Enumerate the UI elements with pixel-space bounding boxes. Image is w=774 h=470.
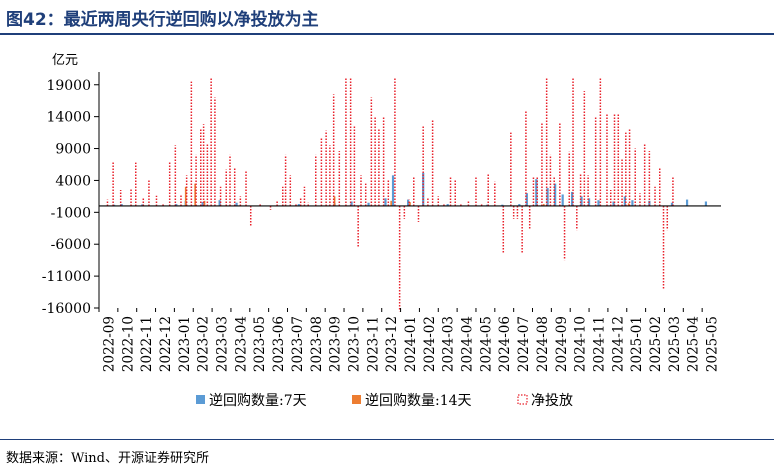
- reverse-repo-7d-bar: [570, 191, 574, 206]
- legend-label: 净投放: [531, 393, 573, 409]
- x-tick-label: 2023-09: [328, 316, 344, 372]
- y-axis-label: 亿元: [52, 53, 78, 68]
- reverse-repo-7d-bar: [535, 179, 538, 206]
- source-note: 数据来源：Wind、开源证券研究所: [6, 451, 209, 466]
- reverse-repo-7d-bar: [422, 172, 425, 206]
- y-tick-label: 14000: [46, 110, 91, 126]
- x-tick-label: 2024-02: [422, 316, 438, 372]
- x-tick-label: 2023-04: [233, 316, 249, 372]
- y-tick-label: -1000: [51, 205, 91, 221]
- reverse-repo-7d-bar: [446, 204, 449, 206]
- reverse-repo-14d-bar: [184, 186, 187, 206]
- reverse-repo-14d-bar: [627, 203, 630, 206]
- x-tick-label: 2024-04: [460, 316, 476, 372]
- x-tick-label: 2023-12: [384, 316, 400, 372]
- reverse-repo-7d-bar: [297, 204, 300, 206]
- x-tick-label: 2025-05: [705, 316, 721, 372]
- reverse-repo-7d-bar: [407, 199, 410, 206]
- y-tick-label: -6000: [51, 237, 91, 253]
- x-tick-label: 2023-06: [271, 316, 287, 372]
- reverse-repo-7d-bar: [546, 188, 549, 206]
- reverse-repo-14d-bar: [543, 204, 545, 206]
- legend-label: 逆回购数量:14天: [365, 393, 472, 409]
- reverse-repo-7d-bar: [384, 198, 387, 206]
- x-tick-label: 2025-01: [629, 316, 645, 372]
- y-tick-label: 19000: [46, 78, 91, 94]
- y-tick-label: -11000: [42, 269, 91, 285]
- x-tick-label: 2022-10: [120, 316, 136, 372]
- reverse-repo-14d-bar: [390, 200, 392, 206]
- reverse-repo-7d-bar: [175, 204, 178, 206]
- reverse-repo-7d-bar: [235, 202, 238, 206]
- reverse-repo-7d-bar: [391, 175, 395, 206]
- x-tick-label: 2025-02: [648, 316, 664, 372]
- reverse-repo-7d-bar: [141, 204, 144, 206]
- reverse-repo-7d-bar: [112, 204, 116, 206]
- x-tick-label: 2023-08: [309, 316, 325, 372]
- title-rule: [0, 33, 774, 35]
- y-tick-label: -16000: [42, 301, 91, 317]
- reverse-repo-7d-bar: [631, 200, 634, 206]
- reverse-repo-7d-bar: [561, 194, 564, 206]
- reverse-repo-7d-bar: [501, 204, 504, 206]
- x-tick-label: 2022-11: [139, 316, 155, 372]
- x-tick-label: 2024-06: [497, 316, 513, 372]
- reverse-repo-7d-bar: [670, 202, 674, 206]
- reverse-repo-7d-bar: [120, 204, 123, 206]
- y-tick-label: 4000: [55, 173, 91, 189]
- reverse-repo-7d-bar: [597, 200, 600, 206]
- x-tick-label: 2024-10: [573, 316, 589, 372]
- x-tick-label: 2022-12: [158, 316, 174, 372]
- reverse-repo-14d-bar: [333, 196, 336, 206]
- x-tick-label: 2024-07: [516, 316, 532, 372]
- x-tick-label: 2023-07: [290, 316, 306, 372]
- legend-swatch: [517, 394, 528, 405]
- reverse-repo-7d-bar: [623, 196, 626, 206]
- x-tick-label: 2023-05: [252, 316, 268, 372]
- reverse-repo-14d-bar: [194, 183, 196, 206]
- reverse-repo-7d-bar: [648, 200, 651, 206]
- x-tick-label: 2025-03: [667, 316, 683, 372]
- reverse-repo-7d-bar: [201, 202, 204, 206]
- reverse-repo-7d-bar: [525, 193, 528, 206]
- bars: [106, 78, 708, 312]
- reverse-repo-7d-bar: [580, 196, 583, 206]
- reverse-repo-7d-bar: [554, 183, 557, 206]
- x-tick-label: 2024-11: [591, 316, 607, 372]
- reverse-repo-7d-bar: [350, 201, 353, 206]
- y-tick-label: 9000: [55, 142, 91, 158]
- x-tick-label: 2024-08: [535, 316, 551, 372]
- x-tick-label: 2024-03: [441, 316, 457, 372]
- x-tick-label: 2023-10: [346, 316, 362, 372]
- x-axis: 2022-09 2022-10 2022-11 2022-12 2023-01 2023-…: [98, 205, 721, 372]
- x-tick-label: 2024-01: [403, 316, 419, 372]
- x-tick-label: 2025-04: [686, 316, 702, 372]
- reverse-repo-7d-bar: [685, 199, 689, 206]
- reverse-repo-7d-bar: [704, 201, 708, 206]
- reverse-repo-7d-bar: [367, 202, 370, 206]
- x-tick-label: 2023-02: [196, 316, 212, 372]
- source-rule: [0, 439, 774, 440]
- legend: 逆回购数量:7天 逆回购数量:14天 净投放: [196, 393, 573, 409]
- reverse-repo-14d-bar: [409, 202, 411, 206]
- x-tick-label: 2024-12: [610, 316, 626, 372]
- x-tick-label: 2023-11: [365, 316, 381, 372]
- y-axis: -16000 -11000 -6000 -1000 4000 9000 14000 19000: [42, 72, 100, 317]
- x-tick-label: 2023-03: [215, 316, 231, 372]
- x-tick-label: 2023-01: [177, 316, 193, 372]
- chart: 亿元 -16000 -11000 -6000 -1000 4000 9000 14000 19…: [42, 53, 721, 409]
- reverse-repo-7d-bar: [587, 198, 591, 206]
- reverse-repo-7d-bar: [612, 201, 615, 206]
- legend-label: 逆回购数量:7天: [209, 393, 307, 409]
- figure-title: 图42：最近两周央行逆回购以净投放为主: [6, 10, 319, 30]
- legend-swatch: [196, 395, 205, 404]
- reverse-repo-7d-bar: [486, 204, 489, 206]
- x-tick-label: 2024-05: [478, 316, 494, 372]
- legend-swatch: [352, 395, 361, 404]
- reverse-repo-7d-bar: [518, 204, 521, 206]
- x-tick-label: 2024-09: [554, 316, 570, 372]
- reverse-repo-7d-bar: [218, 200, 221, 206]
- x-tick-label: 2022-09: [101, 316, 117, 372]
- reverse-repo-14d-bar: [203, 200, 206, 206]
